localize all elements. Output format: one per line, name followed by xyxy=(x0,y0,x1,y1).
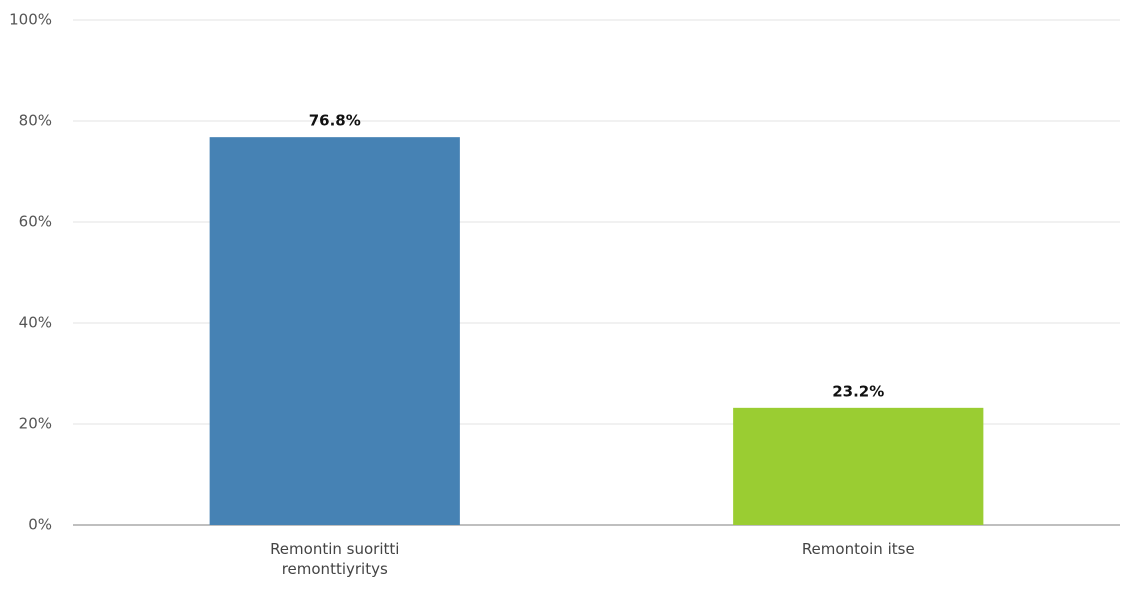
x-tick-label: Remontin suoritti remonttiyritys xyxy=(270,540,400,578)
value-label: 76.8% xyxy=(309,112,361,130)
y-tick-label: 60% xyxy=(19,213,52,231)
y-tick-label: 80% xyxy=(19,112,52,130)
y-tick-label: 20% xyxy=(19,415,52,433)
y-tick-label: 100% xyxy=(9,11,52,29)
bar xyxy=(209,137,460,525)
y-tick-label: 40% xyxy=(19,314,52,332)
bar xyxy=(733,407,984,525)
value-label: 23.2% xyxy=(832,382,884,400)
x-tick-label: Remontoin itse xyxy=(801,540,915,558)
y-tick-label: 0% xyxy=(28,516,52,534)
